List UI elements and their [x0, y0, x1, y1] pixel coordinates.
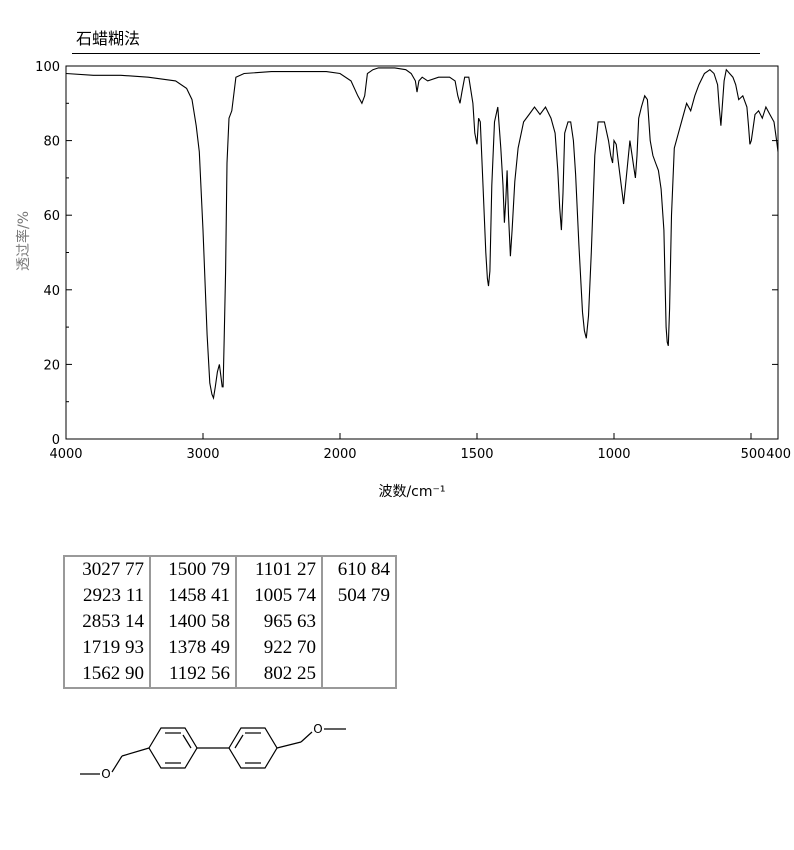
peak-entry: 1400 58 [168, 611, 230, 632]
peak-entry: 3027 77 [82, 559, 144, 580]
x-axis-ticks: 4000 3000 2000 1500 1000 500 400 [49, 433, 791, 462]
x-tick-label: 1500 [460, 447, 493, 462]
peak-entry: 2853 14 [82, 611, 144, 632]
x-tick-label: 1000 [597, 447, 630, 462]
peak-entry: 1378 49 [168, 637, 230, 658]
y-tick-label: 0 [52, 433, 60, 448]
bond [300, 731, 313, 743]
atom-label-oxygen: O [313, 722, 322, 736]
x-tick-label: 2000 [323, 447, 356, 462]
peak-column-3: 1101 27 1005 74 965 63 922 70 802 25 [236, 556, 322, 688]
y-axis-ticks: 0 20 40 60 80 100 [35, 60, 778, 448]
y-axis-label: 透过率/% [15, 211, 32, 271]
double-bond [234, 734, 244, 749]
series-line-transmittance [65, 67, 779, 400]
peak-entry: 1719 93 [82, 637, 144, 658]
peak-column-4: 610 84 504 79 [322, 556, 396, 688]
header-rule [72, 53, 760, 54]
y-tick-label: 80 [43, 135, 60, 150]
y-tick-label: 60 [43, 209, 60, 224]
peak-entry: 1562 90 [82, 663, 144, 684]
x-tick-label: 3000 [186, 447, 219, 462]
peak-entry: 802 25 [263, 663, 316, 684]
peak-column-1: 3027 77 2923 11 2853 14 1719 93 1562 90 [64, 556, 150, 688]
bond [276, 741, 302, 749]
benzene-ring-right [228, 727, 278, 769]
peak-entry: 1500 79 [168, 559, 230, 580]
x-tick-label: 500 [741, 447, 766, 462]
y-tick-label: 100 [35, 60, 60, 75]
table-row: 3027 77 2923 11 2853 14 1719 93 1562 90 … [64, 556, 396, 688]
peak-entry: 1101 27 [254, 559, 316, 580]
x-tick-label: 4000 [49, 447, 82, 462]
benzene-ring-left [148, 727, 198, 769]
peak-entry: 504 79 [337, 585, 390, 606]
double-bond [182, 734, 192, 749]
peak-entry: 1458 41 [168, 585, 230, 606]
atom-label-oxygen: O [101, 767, 110, 781]
y-tick-label: 40 [43, 284, 60, 299]
peak-column-2: 1500 79 1458 41 1400 58 1378 49 1192 56 [150, 556, 236, 688]
x-axis-label: 波数/cm⁻¹ [378, 484, 445, 500]
peak-entry: 1192 56 [168, 663, 230, 684]
bond [121, 747, 150, 757]
peak-entry: 965 63 [263, 611, 316, 632]
method-label: 石蜡糊法 [76, 29, 141, 48]
peak-entry: 2923 11 [82, 585, 144, 606]
peak-table: 3027 77 2923 11 2853 14 1719 93 1562 90 … [63, 555, 397, 689]
y-tick-label: 20 [43, 358, 60, 373]
bond [111, 755, 123, 773]
peak-entry: 1005 74 [254, 585, 316, 606]
structure-diagram: O O [80, 722, 346, 781]
x-tick-label: 400 [766, 447, 791, 462]
peak-entry: 922 70 [263, 637, 316, 658]
peak-entry: 610 84 [337, 559, 390, 580]
